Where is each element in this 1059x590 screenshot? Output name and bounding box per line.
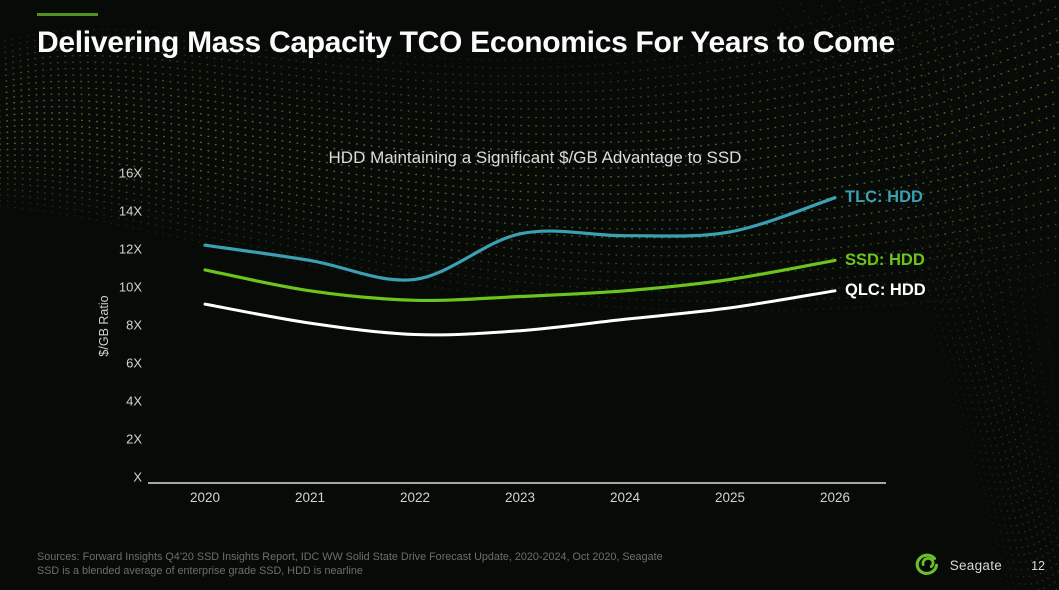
sources-line-2: SSD is a blended average of enterprise g…	[37, 564, 363, 577]
y-tick-label: 16X	[118, 165, 142, 181]
series-line-qlc-hdd	[203, 289, 837, 337]
x-tick-label: 2020	[189, 490, 221, 505]
x-tick-label: 2022	[399, 490, 431, 505]
y-tick-label: 2X	[126, 431, 142, 447]
brand-name: Seagate	[949, 558, 1003, 573]
footer-brand-area: Seagate 12	[914, 553, 1045, 578]
x-tick-label: 2021	[294, 490, 326, 505]
legend-qlc-hdd: QLC: HDD	[845, 281, 926, 300]
y-tick-label: 6X	[126, 355, 142, 371]
sources-line-1: Sources: Forward Insights Q4'20 SSD Insi…	[37, 551, 663, 563]
slide-title: Delivering Mass Capacity TCO Economics F…	[37, 26, 895, 59]
y-tick-label: 8X	[126, 317, 142, 333]
title-accent-bar	[37, 13, 98, 16]
seagate-logo-icon	[911, 551, 941, 581]
legend-tlc-hdd: TLC: HDD	[845, 188, 923, 207]
y-tick-label: 12X	[118, 241, 142, 257]
x-tick-label: 2023	[504, 490, 536, 505]
series-line-tlc-hdd	[203, 196, 837, 282]
sources-note: Sources: Forward Insights Q4'20 SSD Insi…	[37, 551, 663, 578]
chart-title: HDD Maintaining a Significant $/GB Advan…	[328, 148, 742, 167]
y-tick-label: X	[133, 469, 142, 485]
x-tick-label: 2026	[819, 490, 851, 505]
y-tick-label: 10X	[118, 279, 142, 295]
y-tick-label: 14X	[118, 203, 142, 219]
y-axis-title: $/GB Ratio	[97, 295, 111, 357]
y-tick-label: 4X	[126, 393, 142, 409]
series-line-ssd-hdd	[203, 258, 837, 303]
x-tick-label: 2024	[609, 490, 641, 505]
page-number: 12	[1031, 558, 1045, 573]
legend-ssd-hdd: SSD: HDD	[845, 250, 925, 269]
x-tick-label: 2025	[714, 490, 746, 505]
